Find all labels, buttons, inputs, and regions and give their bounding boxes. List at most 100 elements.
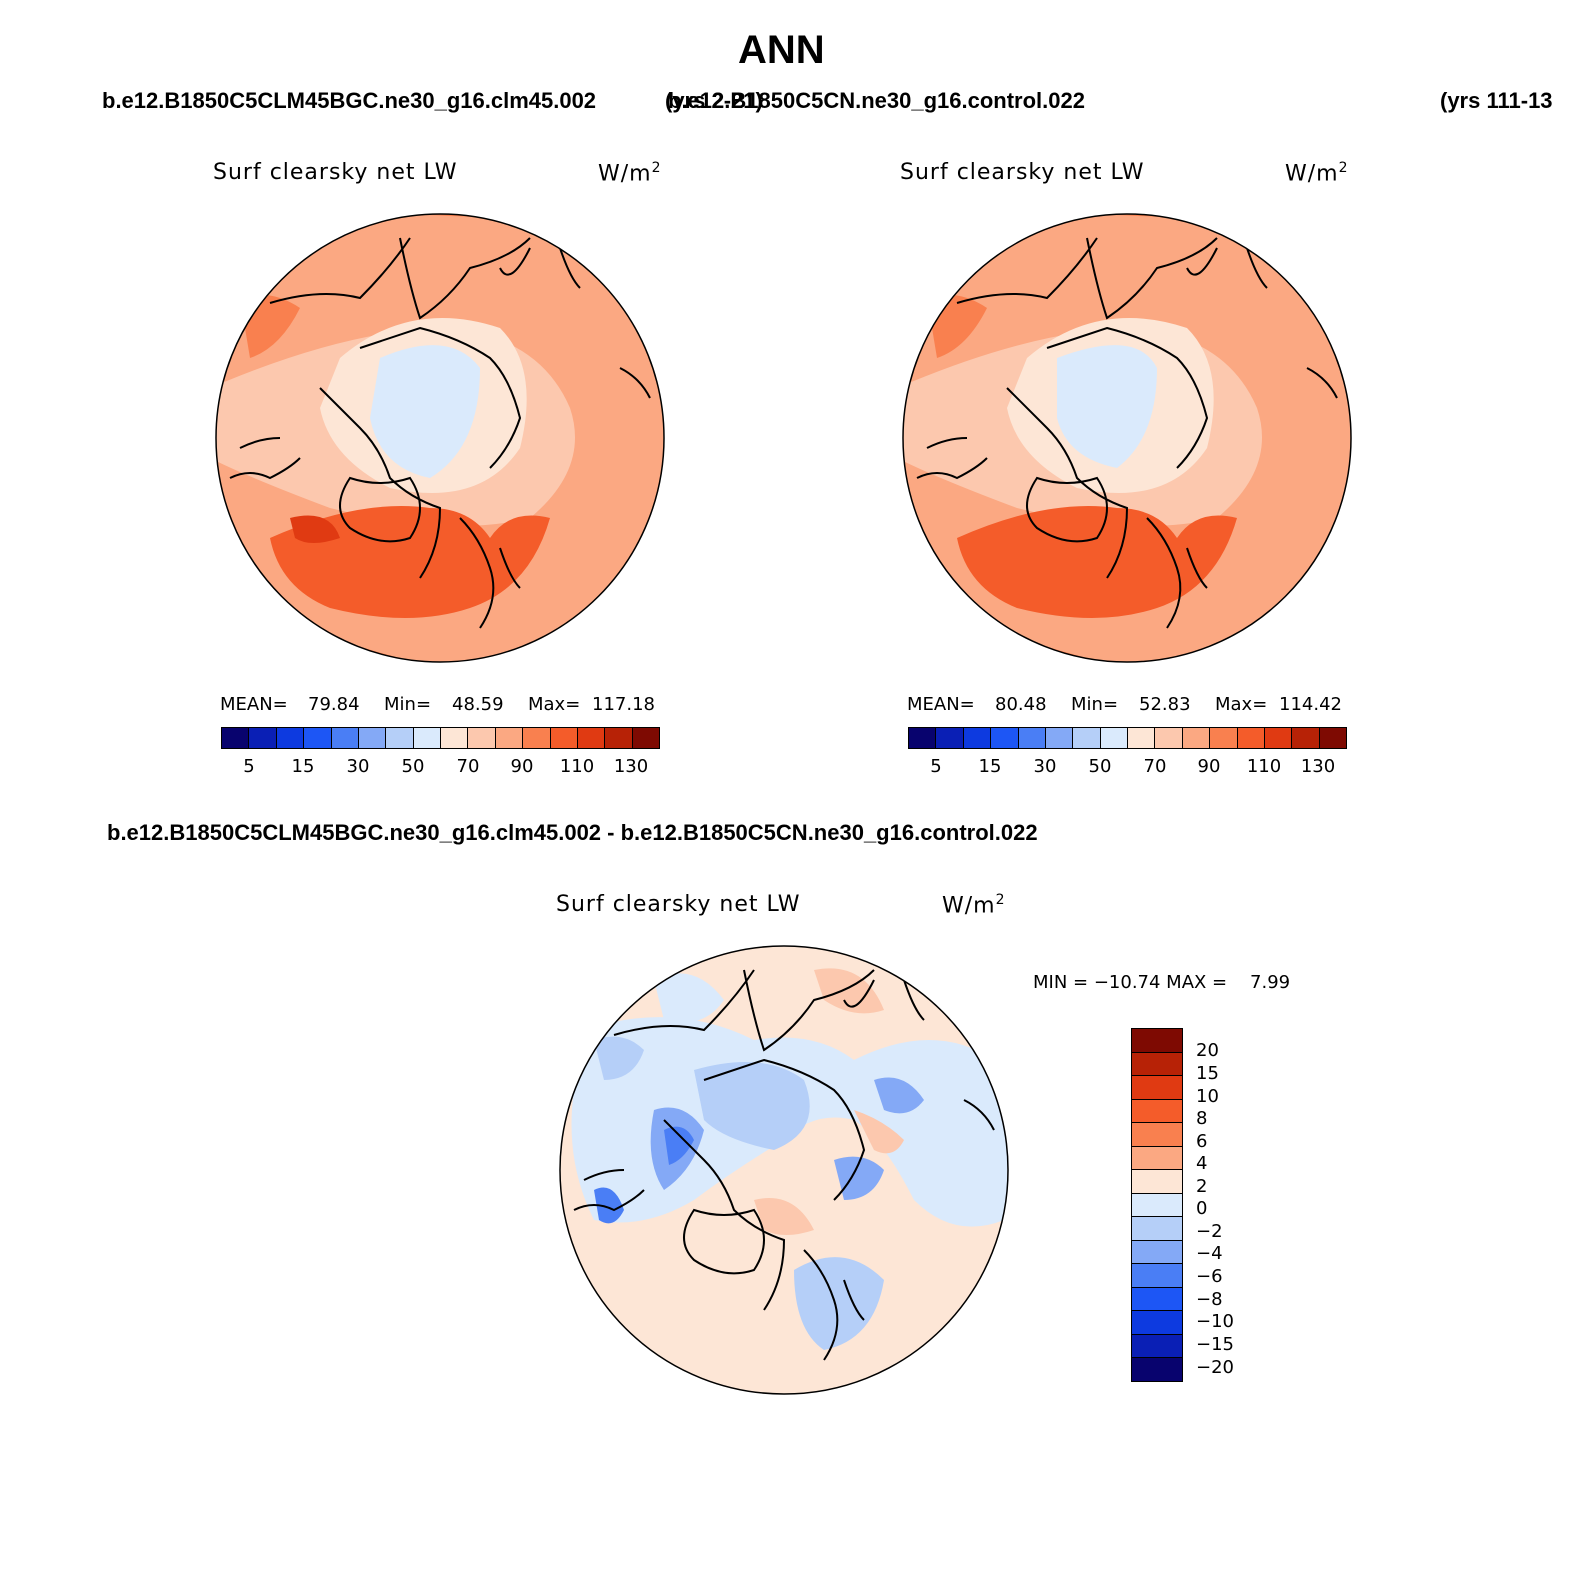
panel1-colorbar <box>221 727 660 749</box>
colorbar-swatch <box>550 728 578 748</box>
colorbar-swatch <box>1237 728 1265 748</box>
colorbar-swatch <box>222 728 250 748</box>
colorbar-swatch <box>1132 1217 1182 1241</box>
colorbar-swatch <box>358 728 387 748</box>
colorbar-swatch <box>1132 1264 1182 1288</box>
page-title: ANN <box>738 28 825 72</box>
panel1-units-label: W/m2 <box>598 160 662 187</box>
colorbar-swatch <box>963 728 992 748</box>
panel2-tick-label: 130 <box>1300 756 1336 777</box>
colorbar-swatch <box>1292 728 1320 748</box>
panel2-units-label: W/m2 <box>1285 160 1349 187</box>
colorbar-swatch <box>1132 1311 1182 1335</box>
difference-tick-label: −8 <box>1196 1289 1223 1310</box>
colorbar-swatch <box>605 728 633 748</box>
panel1-tick-label: 50 <box>401 756 425 777</box>
colorbar-swatch <box>1132 1099 1182 1123</box>
colorbar-swatch <box>1073 728 1101 748</box>
colorbar-swatch <box>1155 728 1183 748</box>
difference-header: b.e12.B1850C5CLM45BGC.ne30_g16.clm45.002… <box>107 820 1038 845</box>
panel2-mean-value: 80.48 <box>995 694 1047 715</box>
difference-tick-label: 6 <box>1196 1131 1208 1152</box>
colorbar-swatch <box>1132 1052 1182 1076</box>
colorbar-swatch <box>1132 1123 1182 1147</box>
difference-tick-label: 2 <box>1196 1176 1208 1197</box>
colorbar-swatch <box>936 728 964 748</box>
panel2-min-label: Min= <box>1071 694 1119 715</box>
colorbar-swatch <box>1132 1146 1182 1170</box>
difference-tick-label: −2 <box>1196 1221 1223 1242</box>
panel1-min-value: 48.59 <box>452 694 504 715</box>
panel1-tick-label: 70 <box>456 756 480 777</box>
case1-name: b.e12.B1850C5CLM45BGC.ne30_g16.clm45.002 <box>102 88 597 113</box>
case1-years: (yrs 2-21) <box>665 88 763 113</box>
panel1-max-label: Max= <box>528 694 581 715</box>
colorbar-swatch <box>1210 728 1238 748</box>
panel2-min-value: 52.83 <box>1139 694 1191 715</box>
panel1-min-label: Min= <box>384 694 432 715</box>
difference-tick-label: 10 <box>1196 1086 1219 1107</box>
case2-years: (yrs 111-13 <box>1440 88 1553 113</box>
difference-tick-label: −4 <box>1196 1243 1223 1264</box>
colorbar-swatch <box>1128 728 1156 748</box>
colorbar-swatch <box>413 728 441 748</box>
colorbar-swatch <box>577 728 606 748</box>
colorbar-swatch <box>386 728 414 748</box>
difference-tick-label: 8 <box>1196 1108 1208 1129</box>
difference-minmax: MIN = −10.74 MAX = 7.99 <box>1033 972 1291 993</box>
panel2-tick-label: 90 <box>1197 756 1221 777</box>
difference-polar-map <box>559 945 1009 1395</box>
difference-tick-label: 0 <box>1196 1198 1208 1219</box>
colorbar-swatch <box>991 728 1019 748</box>
panel1-mean-label: MEAN= <box>220 694 288 715</box>
colorbar-swatch <box>468 728 496 748</box>
difference-tick-label: 4 <box>1196 1153 1208 1174</box>
colorbar-swatch <box>1045 728 1074 748</box>
panel1-polar-map <box>215 213 665 663</box>
panel2-tick-label: 15 <box>978 756 1002 777</box>
colorbar-swatch <box>304 728 332 748</box>
colorbar-swatch <box>909 728 937 748</box>
panel2-variable-label: Surf clearsky net LW <box>900 160 1145 185</box>
panel3-units-label: W/m2 <box>942 892 1006 919</box>
colorbar-swatch <box>1132 1334 1182 1358</box>
panel1-variable-label: Surf clearsky net LW <box>213 160 458 185</box>
colorbar-swatch <box>1132 1240 1182 1264</box>
difference-tick-label: −6 <box>1196 1266 1223 1287</box>
panel1-tick-label: 15 <box>291 756 315 777</box>
panel2-tick-label: 110 <box>1246 756 1282 777</box>
panel3-variable-label: Surf clearsky net LW <box>556 892 801 917</box>
colorbar-swatch <box>1182 728 1211 748</box>
panel2-polar-map <box>902 213 1352 663</box>
colorbar-swatch <box>249 728 277 748</box>
panel1-tick-label: 5 <box>243 756 255 777</box>
colorbar-swatch <box>1264 728 1293 748</box>
panel2-mean-label: MEAN= <box>907 694 975 715</box>
colorbar-swatch <box>441 728 469 748</box>
difference-tick-label: −20 <box>1196 1357 1234 1378</box>
colorbar-swatch <box>1132 1358 1182 1381</box>
difference-tick-label: −15 <box>1196 1334 1234 1355</box>
colorbar-swatch <box>1100 728 1128 748</box>
colorbar-swatch <box>632 728 659 748</box>
colorbar-swatch <box>495 728 524 748</box>
colorbar-swatch <box>1132 1076 1182 1100</box>
panel2-tick-label: 5 <box>930 756 942 777</box>
colorbar-swatch <box>1018 728 1046 748</box>
colorbar-swatch <box>1132 1193 1182 1217</box>
panel2-tick-label: 30 <box>1033 756 1057 777</box>
difference-tick-label: 15 <box>1196 1063 1219 1084</box>
panel1-max-value: 117.18 <box>592 694 655 715</box>
difference-colorbar <box>1131 1028 1183 1382</box>
panel1-tick-label: 90 <box>510 756 534 777</box>
colorbar-swatch <box>523 728 551 748</box>
panel2-tick-label: 70 <box>1143 756 1167 777</box>
colorbar-swatch <box>331 728 359 748</box>
panel2-max-value: 114.42 <box>1279 694 1342 715</box>
panel1-tick-label: 30 <box>346 756 370 777</box>
colorbar-swatch <box>1132 1170 1182 1194</box>
case2-name: b.e12.B1850C5CN.ne30_g16.control.022 <box>668 88 1085 113</box>
difference-tick-label: −10 <box>1196 1311 1234 1332</box>
panel2-colorbar <box>908 727 1347 749</box>
colorbar-swatch <box>276 728 305 748</box>
